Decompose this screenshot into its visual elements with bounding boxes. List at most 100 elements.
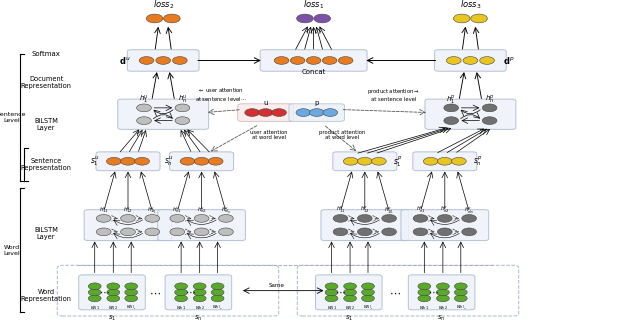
- Circle shape: [125, 283, 138, 290]
- FancyBboxPatch shape: [425, 99, 516, 129]
- Circle shape: [291, 57, 305, 65]
- FancyBboxPatch shape: [408, 275, 475, 310]
- Circle shape: [362, 283, 374, 290]
- Circle shape: [325, 295, 338, 302]
- Circle shape: [107, 289, 120, 296]
- Text: $loss_2$: $loss_2$: [152, 0, 174, 11]
- Circle shape: [438, 214, 452, 222]
- Circle shape: [344, 295, 356, 302]
- Circle shape: [211, 283, 224, 290]
- Text: user attention
at word level: user attention at word level: [250, 130, 287, 140]
- Circle shape: [173, 57, 188, 65]
- Text: $\cdots$: $\cdots$: [335, 287, 346, 297]
- Circle shape: [271, 109, 287, 117]
- Circle shape: [357, 214, 372, 222]
- Circle shape: [339, 57, 353, 65]
- Text: $h_n^p$: $h_n^p$: [484, 94, 495, 106]
- Circle shape: [195, 157, 209, 165]
- Circle shape: [88, 289, 101, 296]
- Text: $h_{11}^u$: $h_{11}^u$: [99, 206, 109, 215]
- Circle shape: [193, 283, 206, 290]
- Circle shape: [137, 104, 152, 112]
- Circle shape: [471, 14, 488, 23]
- Circle shape: [344, 289, 356, 296]
- Circle shape: [175, 289, 188, 296]
- Text: $h_{n2}^u$: $h_{n2}^u$: [196, 206, 207, 215]
- Circle shape: [371, 157, 387, 165]
- Text: $s_1$: $s_1$: [345, 314, 353, 323]
- Circle shape: [258, 109, 273, 117]
- FancyBboxPatch shape: [118, 99, 209, 129]
- Circle shape: [120, 157, 136, 165]
- Text: $w_{n2}$: $w_{n2}$: [195, 304, 205, 312]
- Circle shape: [447, 57, 461, 65]
- Circle shape: [323, 109, 338, 117]
- Text: $\mathbf{d}^u$: $\mathbf{d}^u$: [119, 55, 131, 66]
- Circle shape: [462, 214, 476, 222]
- Text: $\cdots$: $\cdots$: [428, 287, 439, 297]
- FancyBboxPatch shape: [321, 210, 409, 241]
- Text: $loss_1$: $loss_1$: [303, 0, 324, 11]
- Circle shape: [175, 295, 188, 302]
- Circle shape: [88, 295, 101, 302]
- Circle shape: [170, 214, 185, 222]
- Text: $w_{11}$: $w_{11}$: [90, 304, 100, 312]
- FancyBboxPatch shape: [127, 50, 199, 71]
- Circle shape: [275, 57, 289, 65]
- Text: Document
Representation: Document Representation: [20, 76, 72, 89]
- Circle shape: [462, 228, 476, 236]
- Text: $s_1^p$: $s_1^p$: [394, 154, 403, 169]
- Text: Word
Representation: Word Representation: [20, 289, 72, 302]
- Circle shape: [333, 214, 348, 222]
- FancyBboxPatch shape: [435, 50, 506, 71]
- Text: $w_{1l_1}$: $w_{1l_1}$: [363, 304, 373, 312]
- Circle shape: [175, 283, 188, 290]
- Text: u: u: [263, 100, 268, 106]
- Text: Same: Same: [269, 283, 285, 288]
- Circle shape: [418, 295, 431, 302]
- Circle shape: [453, 14, 470, 23]
- Circle shape: [156, 57, 170, 65]
- FancyBboxPatch shape: [289, 104, 344, 121]
- Circle shape: [170, 228, 185, 236]
- Text: $w_{n1}$: $w_{n1}$: [419, 304, 429, 312]
- Text: BiLSTM
Layer: BiLSTM Layer: [34, 118, 58, 131]
- Text: $h_{nl_n}^u$: $h_{nl_n}^u$: [221, 205, 231, 215]
- Circle shape: [209, 157, 223, 165]
- Text: $w_{n1}$: $w_{n1}$: [176, 304, 186, 312]
- Circle shape: [193, 289, 206, 296]
- Circle shape: [219, 214, 233, 222]
- Circle shape: [357, 228, 372, 236]
- Circle shape: [120, 214, 136, 222]
- Text: $s_n^u$: $s_n^u$: [164, 155, 173, 168]
- Circle shape: [96, 228, 111, 236]
- Text: $w_{12}$: $w_{12}$: [345, 304, 355, 312]
- Circle shape: [297, 14, 314, 23]
- Text: $w_{nl_n}$: $w_{nl_n}$: [456, 304, 466, 312]
- Circle shape: [454, 289, 467, 296]
- Circle shape: [195, 214, 209, 222]
- Circle shape: [211, 295, 224, 302]
- Circle shape: [482, 117, 497, 125]
- Circle shape: [180, 157, 195, 165]
- FancyBboxPatch shape: [79, 275, 145, 310]
- Text: Softmax: Softmax: [31, 51, 61, 57]
- Text: $s_n$: $s_n$: [194, 314, 203, 323]
- Circle shape: [296, 109, 311, 117]
- Text: BiLSTM
Layer: BiLSTM Layer: [34, 227, 58, 240]
- Circle shape: [362, 295, 374, 302]
- Circle shape: [96, 214, 111, 222]
- Circle shape: [164, 14, 180, 23]
- Circle shape: [413, 214, 428, 222]
- Text: $h_1^u$: $h_1^u$: [139, 94, 149, 106]
- Text: Word
Level: Word Level: [3, 245, 20, 256]
- Circle shape: [480, 57, 495, 65]
- Text: $w_{11}$: $w_{11}$: [326, 304, 337, 312]
- Text: $w_{nl_n}$: $w_{nl_n}$: [212, 304, 223, 312]
- Text: $\cdots$: $\cdots$: [389, 287, 401, 297]
- Circle shape: [424, 157, 438, 165]
- Text: $h_1^p$: $h_1^p$: [446, 94, 456, 106]
- Circle shape: [107, 295, 120, 302]
- FancyBboxPatch shape: [84, 210, 172, 241]
- Text: $h_{1l_1}^p$: $h_{1l_1}^p$: [384, 205, 394, 216]
